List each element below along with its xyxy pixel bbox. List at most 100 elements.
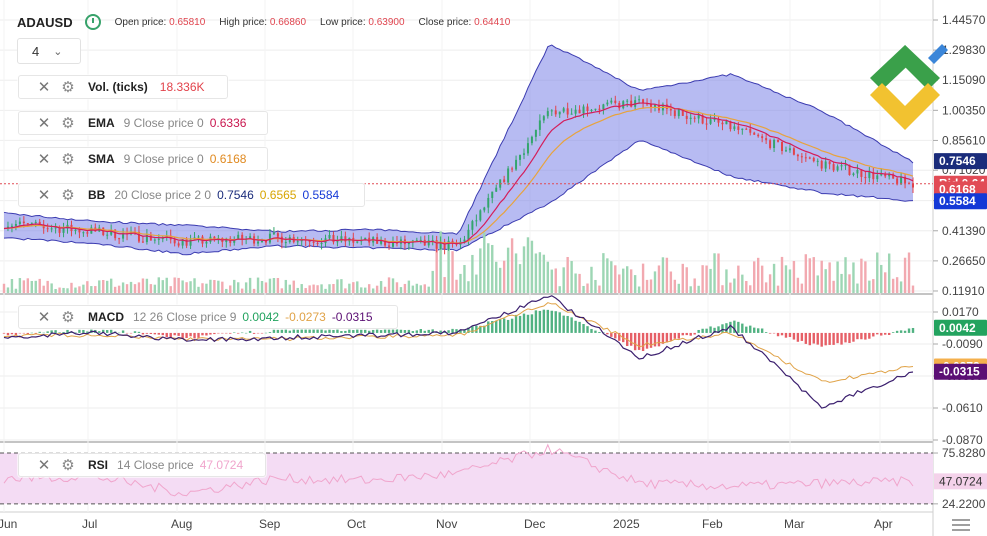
macd-histogram-bar [387,329,391,333]
candle-body [288,237,291,243]
candle-body [213,236,216,240]
close-icon[interactable]: ✕ [37,151,51,168]
clock-icon[interactable] [84,14,101,30]
candle-body [42,225,45,229]
candle-body [904,176,907,184]
candle-body [157,238,160,240]
close-icon[interactable]: ✕ [37,115,51,132]
close-icon[interactable]: ✕ [37,457,51,474]
close-icon[interactable]: ✕ [37,309,51,326]
candle-body [705,123,708,125]
volume-bar [153,284,157,293]
candle-body [407,242,410,245]
volume-bar [102,279,105,293]
volume-bar [10,279,14,293]
indicator-legend-macd: ✕ ⚙ MACD 12 26 Close price 9 0.0042 -0.0… [18,305,398,329]
macd-histogram-bar [395,329,399,333]
macd-histogram-bar [423,330,426,333]
macd-histogram-bar [252,332,256,334]
candle-body [653,104,656,107]
macd-histogram-bar [820,332,823,347]
volume-bar [455,279,458,293]
macd-histogram-bar [248,330,252,333]
volume-bar [221,281,224,293]
macd-histogram-bar [348,329,351,333]
macd-histogram-bar [756,328,760,333]
macd-histogram-bar [729,321,732,333]
gear-icon[interactable]: ⚙ [61,457,75,474]
candle-body [788,148,791,151]
candle-body [733,126,736,130]
macd-histogram-bar [312,328,315,333]
macd-histogram-bar [344,330,347,333]
macd-histogram-bar [161,332,164,336]
macd-histogram-bar [784,332,788,338]
candle-body [526,143,529,154]
macd-histogram-bar [733,320,736,333]
candle-body [519,154,522,160]
macd-histogram-bar [185,332,188,338]
macd-histogram-bar [391,328,395,333]
time-label: Mar [784,517,805,531]
macd-histogram-bar [280,329,284,333]
macd-histogram-bar [887,332,891,335]
price-tick-label: 0.11910 [942,284,985,298]
macd-histogram-bar [38,331,41,333]
volume-bar [800,283,804,293]
volume-bar [225,288,228,293]
gear-icon[interactable]: ⚙ [61,79,75,96]
candle-body [153,239,156,241]
macd-histogram-bar [657,332,661,347]
indicator-legend-ema: ✕ ⚙ EMA 9 Close price 0 0.6336 [18,111,268,135]
macd-histogram-bar [455,329,458,333]
close-icon[interactable]: ✕ [37,187,51,204]
volume-bar [173,277,176,293]
macd-histogram-bar [471,326,474,333]
gear-icon[interactable]: ⚙ [61,309,75,326]
volume-bar [467,281,470,293]
candle-body [729,121,732,130]
volume-bar [117,285,121,293]
volume-bar [383,286,387,293]
candle-body [447,240,450,250]
close-icon[interactable]: ✕ [37,79,51,96]
bb-upper-line [3,44,914,235]
macd-histogram-bar [868,332,871,339]
candle-body [320,243,323,245]
volume-bar [50,283,53,293]
macd-histogram-bar [518,315,522,333]
volume-bar [665,257,669,293]
candle-body [836,166,839,171]
volume-bar [844,257,847,293]
volume-bar [137,282,141,293]
volume-bar [788,269,792,293]
candle-body [689,117,692,119]
candle-body [606,102,609,105]
volume-bar [677,283,681,293]
macd-histogram-bar [82,329,85,333]
gear-icon[interactable]: ⚙ [61,115,75,132]
indicator-value: 18.336K [159,80,205,94]
volume-bar [911,285,915,293]
indicator-name: RSI [88,458,109,472]
volume-bar [268,278,272,293]
symbol-label[interactable]: ADAUSD [17,14,73,30]
macd-line [3,295,914,409]
volume-bar [387,277,391,293]
candle-body [312,241,315,243]
macd-histogram-bar [566,315,569,333]
volume-bar [379,281,383,293]
volume-bar [62,287,65,293]
macd-histogram-bar [721,324,724,333]
low-price: Low price: 0.63900 [320,16,405,28]
gear-icon[interactable]: ⚙ [61,151,75,168]
timeframe-select[interactable]: 4 ⌄ [17,38,81,64]
macd-histogram-bar [860,332,863,340]
volume-bar [129,281,133,293]
volume-bar [641,263,645,293]
time-label: Nov [436,517,457,531]
gear-icon[interactable]: ⚙ [61,187,75,204]
volume-bar [415,283,419,293]
settings-sliders-icon[interactable] [952,519,970,531]
